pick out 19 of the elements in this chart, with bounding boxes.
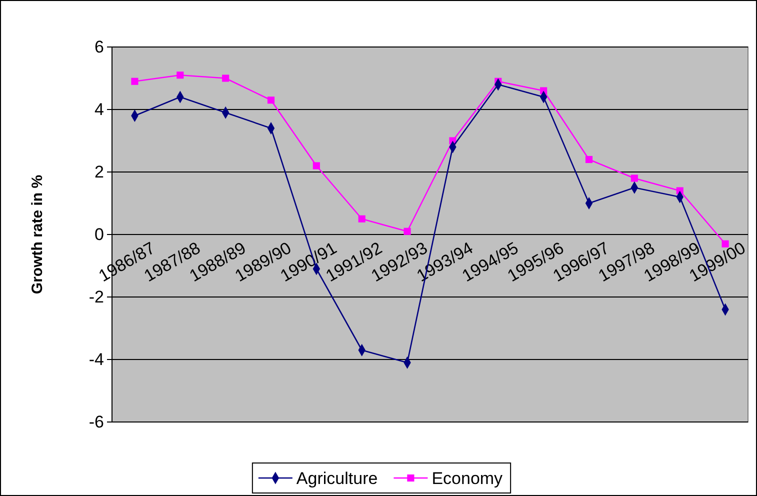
point (222, 74, 230, 82)
point (267, 96, 275, 104)
point (131, 78, 138, 85)
y-tick-label: 2 (94, 162, 104, 182)
point (404, 228, 411, 235)
point (176, 72, 184, 79)
point (312, 162, 320, 170)
y-tick-label: -6 (88, 412, 104, 432)
y-tick-label: -2 (88, 287, 104, 306)
legend-label: Agriculture (296, 469, 378, 488)
legend-label: Economy (432, 469, 504, 488)
y-tick-label: -4 (88, 350, 104, 369)
point (630, 174, 638, 182)
y-axis-title: Growth rate in % (29, 174, 46, 294)
y-tick-label: 0 (94, 224, 104, 244)
y-tick-label: 4 (94, 100, 104, 119)
point (358, 215, 366, 222)
y-tick-label: 6 (94, 37, 104, 56)
point (585, 156, 593, 164)
